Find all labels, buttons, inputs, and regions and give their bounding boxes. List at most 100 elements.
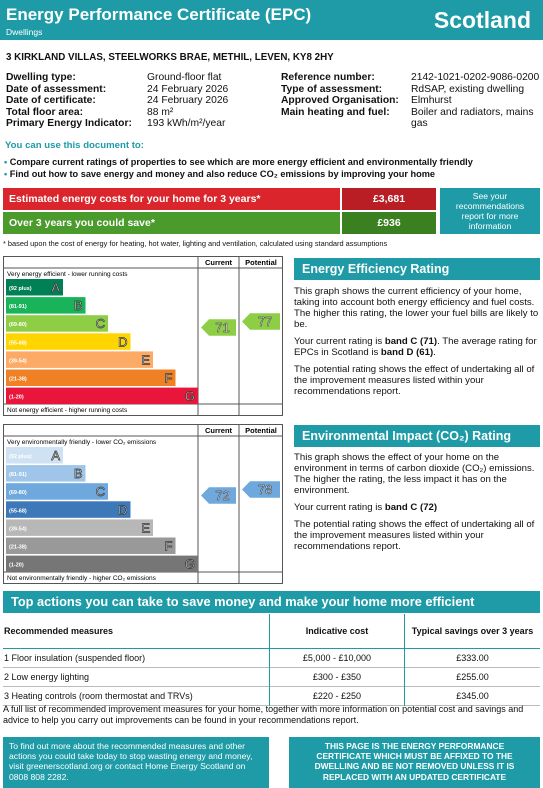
rating-arrow [201, 319, 236, 336]
table-header: Recommended measures Indicative cost Typic… [3, 614, 540, 648]
rating-value: 77 [258, 314, 272, 329]
text: band C (72) [384, 502, 438, 513]
detail-value: 193 kWh/m²/year [147, 118, 226, 130]
table-cell: £345.00 [404, 686, 540, 705]
detail-value: 88 m² [147, 106, 174, 118]
detail-value: Ground-floor flat [147, 72, 222, 83]
band-range: (39-54) [9, 358, 27, 364]
detail-label: Reference number: [281, 72, 375, 83]
detail-value: 24 February 2026 [147, 83, 229, 95]
cost-note: See your recommendations report for more… [440, 188, 540, 234]
bottom-label: Not energy efficient - higher running co… [7, 407, 128, 414]
detail-label: Date of assessment: [6, 83, 107, 95]
detail-label: Type of assessment: [281, 83, 383, 95]
detail-label: Approved Organisation: [281, 95, 399, 107]
text: The potential rating shows the effect of… [294, 364, 535, 397]
title: Energy Performance Certificate (EPC) [6, 5, 312, 24]
paragraph: The potential rating shows the effect of… [294, 519, 540, 552]
bottom-label: Not environmentally friendly - higher CO… [7, 575, 157, 582]
paragraph: Your current rating is band C (71). The … [294, 336, 540, 358]
detail-value: 2142-1021-0202-9086-0200 [411, 72, 540, 83]
detail-value: Boiler and radiators, mains gas [411, 106, 534, 130]
band-range: (92 plus) [9, 286, 32, 292]
column-header: Potential [245, 258, 277, 267]
paragraph: The potential rating shows the effect of… [294, 364, 540, 397]
cost-cell [342, 212, 436, 234]
subtitle: Dwellings [6, 27, 43, 37]
table-cell: £255.00 [404, 667, 540, 686]
band-letter: G [185, 389, 195, 404]
actions-table: Recommended measures Indicative cost Typic… [3, 614, 540, 706]
uses-heading: You can use this document to: [5, 140, 144, 151]
band-range: (92 plus) [9, 454, 32, 460]
detail-label: Total floor area: [6, 106, 84, 118]
detail-label: Date of certificate: [6, 95, 96, 107]
band-letter: C [96, 484, 105, 499]
detail-label: Main heating and fuel: [281, 106, 390, 118]
detail-label: Primary Energy Indicator: [6, 118, 132, 130]
band [6, 351, 153, 368]
detail-value: Elmhurst [411, 95, 452, 107]
cost-cell [342, 188, 436, 210]
band [6, 537, 176, 554]
band-letter: F [165, 371, 173, 386]
cost-row [3, 188, 340, 210]
table-row: 3 Heating controls (room thermostat and … [3, 686, 540, 705]
environment-text: This graph shows the effect of your home… [294, 452, 540, 558]
rating-value: 71 [215, 320, 229, 335]
band [6, 315, 108, 332]
column-header: Typical savings over 3 years [404, 614, 540, 648]
cost-value: £936 [377, 217, 401, 229]
band-range: (21-38) [9, 545, 27, 551]
region: Scotland [433, 7, 531, 33]
band-letter: B [74, 466, 83, 481]
detail-label: Dwelling type: [6, 72, 76, 83]
actions-note: A full list of recommended improvement m… [3, 704, 524, 725]
text: The potential rating shows the effect of… [294, 519, 535, 552]
rating-value: 78 [258, 482, 272, 497]
band-range: (21-38) [9, 377, 27, 383]
band-range: (81-91) [9, 304, 27, 310]
text: . [433, 347, 436, 358]
text: band D (61) [380, 347, 434, 358]
rating-arrow [242, 313, 280, 330]
table-cell: £5,000 - £10,000 [268, 648, 405, 667]
table-row: 1 Floor insulation (suspended floor) £5,0… [3, 648, 540, 667]
band [6, 369, 176, 386]
table-cell: £333.00 [404, 648, 540, 667]
table-cell: 2 Low energy lighting [4, 671, 90, 682]
cost-value: £3,681 [372, 193, 406, 205]
band-letter: F [165, 539, 173, 554]
band-range: (81-91) [9, 472, 27, 478]
column-header: Indicative cost [268, 614, 405, 648]
band-letter: G [185, 557, 195, 572]
environment-chart: Current Potential Very environmentally fri… [3, 424, 283, 584]
top-label: Very environmentally friendly - lower CO… [7, 439, 157, 446]
table-cell: £300 - £350 [268, 667, 405, 686]
column-header: Current [205, 426, 233, 435]
header-bar [0, 0, 543, 40]
efficiency-chart: Current Potential Very energy efficient - … [3, 256, 283, 416]
chart-frame [3, 256, 283, 416]
top-label: Very energy efficient - lower running co… [7, 271, 128, 278]
band [6, 519, 153, 536]
section-heading: Environmental Impact (CO₂) Rating [294, 425, 540, 447]
band [6, 387, 198, 405]
band [6, 483, 108, 500]
footer-info: To find out more about the recommended m… [3, 737, 269, 788]
cost-label: Estimated energy costs for your home for… [9, 193, 261, 205]
band-letter: D [118, 334, 127, 349]
band-range: (55-68) [9, 340, 27, 346]
band [6, 297, 86, 314]
text: band C (71) [384, 336, 438, 347]
band-letter: A [51, 448, 60, 463]
text: This graph shows the effect of your home… [294, 452, 535, 496]
band-letter: A [51, 280, 60, 295]
text: This graph shows the current efficiency … [294, 286, 539, 330]
cost-label: Over 3 years you could save* [9, 217, 155, 229]
table-row: 2 Low energy lighting £300 - £350 £255.00 [3, 667, 540, 686]
band-letter: D [118, 502, 127, 517]
band [6, 447, 63, 464]
column-header: Current [205, 258, 233, 267]
